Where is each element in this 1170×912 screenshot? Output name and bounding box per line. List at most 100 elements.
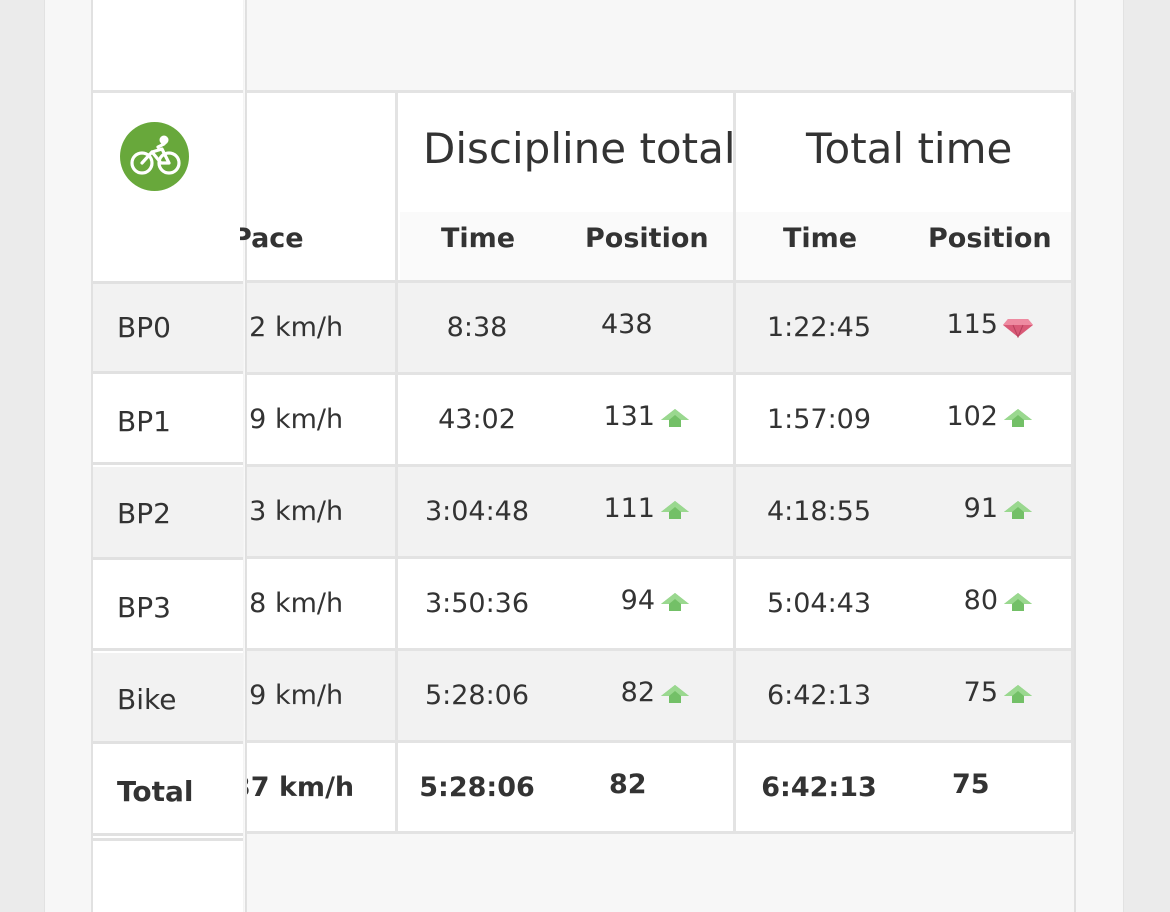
row-name: Bike (117, 683, 177, 716)
total-time: 5:04:43 (766, 588, 872, 619)
discipline-position-cell: 82 (609, 771, 749, 798)
row-divider (244, 740, 1073, 743)
top-blank-area (244, 0, 1073, 90)
row-divider (244, 280, 1073, 283)
total-time: 4:18:55 (766, 496, 872, 527)
pace-cell: 32 km/h (246, 314, 386, 341)
pace-value: 33 km/h (246, 498, 344, 525)
row-name: BP0 (117, 311, 171, 344)
diamond-icon (1003, 318, 1033, 338)
discipline-position-cell: 111 (550, 495, 691, 522)
table-row (244, 649, 1073, 741)
total-position-value: 102 (946, 401, 998, 432)
panel-border (1074, 0, 1076, 912)
total-position-value: 115 (946, 309, 998, 340)
total-position-cell: 91 (892, 495, 1034, 522)
group-divider (733, 92, 736, 832)
pace-cell: 29 km/h (246, 406, 386, 433)
discipline-position-cell: 438 (601, 311, 741, 338)
total-time: 6:42:13 (766, 680, 872, 711)
discipline-position-cell: 82 (550, 679, 691, 706)
group-divider (395, 92, 398, 832)
total-time-title: Total time (806, 124, 1013, 173)
table-row (244, 741, 1073, 833)
discipline-position-cell: 94 (550, 587, 691, 614)
discipline-time-header: Time (441, 223, 516, 254)
pace-cell: 39 km/h (246, 682, 386, 709)
pace-value: 38 km/h (246, 590, 344, 617)
row-divider (244, 648, 1073, 651)
name-cell (93, 281, 243, 374)
total-position-cell: 75 (892, 679, 1034, 706)
table-row (244, 465, 1073, 557)
total-time: 1:22:45 (766, 312, 872, 343)
discipline-position-cell: 131 (550, 403, 691, 430)
total-position-cell: 80 (892, 587, 1034, 614)
pace-value: 32 km/h (246, 314, 344, 341)
pace-cell: 37 km/h (246, 774, 386, 801)
discipline-time: 43:02 (438, 404, 516, 435)
trend-up-icon (1004, 500, 1032, 519)
row-name: Total (117, 775, 194, 808)
discipline-position-value: 438 (601, 309, 653, 340)
total-position-value: 91 (963, 493, 998, 524)
pace-value: 29 km/h (246, 406, 344, 433)
discipline-total-title: Discipline total (423, 124, 736, 173)
discipline-position-value: 82 (609, 769, 647, 800)
discipline-position-value: 94 (620, 585, 655, 616)
table-row (244, 373, 1073, 465)
trend-up-icon (661, 684, 689, 703)
row-divider (244, 464, 1073, 467)
total-position-value: 80 (963, 585, 998, 616)
pace-header: Pace (240, 225, 304, 252)
discipline-time: 8:38 (446, 312, 508, 343)
total-time-header: Time (783, 223, 858, 254)
pace-cell: 38 km/h (246, 590, 386, 617)
discipline-position-value: 82 (620, 677, 655, 708)
discipline-time: 5:28:06 (419, 772, 535, 803)
row-divider (244, 556, 1073, 559)
name-cell (93, 653, 243, 744)
total-time: 1:57:09 (766, 404, 872, 435)
row-divider (244, 831, 1073, 834)
total-position-cell: 115 (892, 311, 1034, 338)
trend-up-icon (661, 500, 689, 519)
row-divider (244, 90, 1073, 93)
table-row (244, 557, 1073, 649)
discipline-time: 5:28:06 (424, 680, 530, 711)
bike-icon (120, 122, 189, 191)
pace-value: 39 km/h (246, 682, 344, 709)
row-name: BP3 (117, 591, 171, 624)
trend-up-icon (661, 592, 689, 611)
row-divider (244, 372, 1073, 375)
name-cell (93, 745, 243, 836)
total-position-header: Position (928, 223, 1052, 254)
discipline-position-value: 131 (603, 401, 655, 432)
header-divider (93, 90, 243, 93)
discipline-time: 3:50:36 (424, 588, 530, 619)
subheader-band (400, 212, 1073, 280)
trend-up-icon (661, 408, 689, 427)
name-footer (93, 838, 243, 912)
table-right-edge (1071, 92, 1074, 832)
trend-up-icon (1004, 684, 1032, 703)
total-position-cell: 102 (892, 403, 1034, 430)
trend-up-icon (1004, 408, 1032, 427)
discipline-position-value: 111 (603, 493, 655, 524)
discipline-position-header: Position (585, 223, 709, 254)
trend-up-icon (1004, 592, 1032, 611)
bike-glyph (130, 135, 181, 175)
discipline-time: 3:04:48 (424, 496, 530, 527)
name-cell (93, 467, 243, 560)
row-name: BP2 (117, 497, 171, 530)
total-position-value: 75 (952, 769, 990, 800)
pace-cell: 33 km/h (246, 498, 386, 525)
row-name: BP1 (117, 405, 171, 438)
name-cell (93, 561, 243, 651)
pace-value: 37 km/h (246, 774, 355, 801)
table-row (244, 281, 1073, 373)
total-position-value: 75 (963, 677, 998, 708)
total-position-cell: 75 (952, 771, 990, 798)
name-cell (93, 375, 243, 465)
fixed-column-shadow (243, 0, 246, 912)
